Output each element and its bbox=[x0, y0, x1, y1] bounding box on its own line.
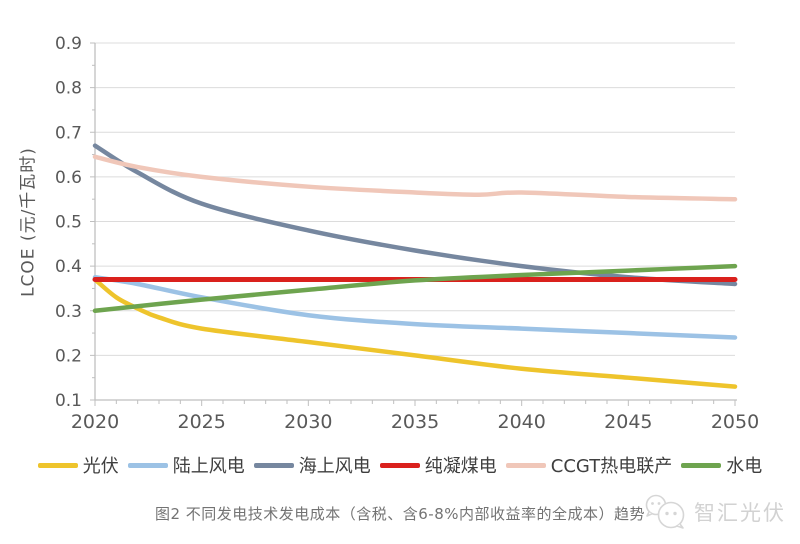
legend-label: CCGT热电联产 bbox=[550, 456, 673, 477]
y-tick-label: 0.3 bbox=[55, 302, 82, 322]
legend-label: 纯凝煤电 bbox=[424, 456, 497, 477]
y-tick-label: 0.6 bbox=[55, 168, 82, 188]
x-tick-label: 2030 bbox=[284, 411, 332, 433]
y-tick-label: 0.9 bbox=[55, 34, 82, 54]
y-tick-label: 0.1 bbox=[55, 391, 82, 411]
wechat-logo-icon bbox=[645, 494, 685, 529]
legend-item-1: 光伏 bbox=[37, 452, 119, 478]
legend-label: 光伏 bbox=[82, 456, 119, 477]
legend-swatch-icon bbox=[253, 462, 294, 468]
axis-tick-labels: 0.1 0.2 0.3 0.4 0.5 0.6 0.7 0.8 0.9 2020 2025 2030 2… bbox=[55, 34, 759, 433]
x-tick-label: 2050 bbox=[711, 411, 759, 433]
series-line-2 bbox=[92, 275, 738, 340]
legend-swatch-icon bbox=[37, 462, 78, 468]
y-tick-label: 0.2 bbox=[55, 346, 82, 366]
legend-swatch-icon bbox=[505, 462, 546, 468]
series-line-5 bbox=[92, 154, 738, 202]
legend-swatch-icon bbox=[127, 462, 168, 468]
data-series bbox=[92, 143, 738, 389]
legend-item-3: 海上风电 bbox=[253, 452, 371, 478]
x-tick-label: 2035 bbox=[391, 411, 439, 433]
y-tick-label: 0.7 bbox=[55, 123, 82, 143]
legend-item-2: 陆上风电 bbox=[127, 452, 245, 478]
watermark-text: 智汇光伏 bbox=[694, 501, 786, 525]
legend-item-6: 水电 bbox=[681, 452, 762, 478]
legend-swatch-icon bbox=[681, 462, 722, 468]
legend-item-4: 纯凝煤电 bbox=[379, 452, 497, 478]
x-tick-label: 2025 bbox=[177, 411, 225, 433]
series-line-6 bbox=[92, 263, 738, 313]
legend-label: 水电 bbox=[726, 456, 763, 477]
y-tick-label: 0.4 bbox=[55, 257, 82, 277]
caption-row: 图2 不同发电技术发电成本（含税、含6-8%内部收益率的全成本）趋势 bbox=[0, 503, 800, 524]
series-line-3 bbox=[92, 143, 738, 287]
y-tick-label: 0.8 bbox=[55, 79, 82, 99]
legend: 光伏 陆上风电 海上风电 纯凝煤电 CCGT热电联产 水电 bbox=[0, 452, 800, 478]
legend-label: 陆上风电 bbox=[172, 456, 245, 477]
x-tick-label: 2045 bbox=[604, 411, 652, 433]
plot-area: 0.1 0.2 0.3 0.4 0.5 0.6 0.7 0.8 0.9 2020 2025 2030 2… bbox=[55, 34, 759, 433]
legend-label: 海上风电 bbox=[298, 456, 371, 477]
x-tick-label: 2040 bbox=[497, 411, 545, 433]
watermark: 智汇光伏 bbox=[642, 492, 786, 532]
legend-swatch-icon bbox=[379, 462, 420, 468]
x-tick-label: 2020 bbox=[71, 411, 119, 433]
y-tick-label: 0.5 bbox=[55, 213, 82, 233]
legend-item-5: CCGT热电联产 bbox=[505, 452, 673, 478]
axis-ticks bbox=[90, 42, 736, 406]
chart-caption: 图2 不同发电技术发电成本（含税、含6-8%内部收益率的全成本）趋势 bbox=[154, 505, 646, 523]
